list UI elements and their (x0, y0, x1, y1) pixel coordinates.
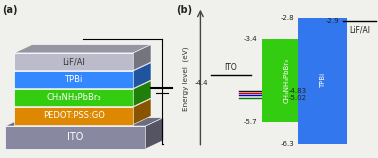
Bar (298, 18, 347, 144)
Polygon shape (14, 63, 151, 71)
Polygon shape (133, 81, 151, 106)
Polygon shape (146, 118, 163, 149)
Text: LiF/Al: LiF/Al (62, 57, 85, 66)
Polygon shape (14, 81, 151, 89)
Text: (a): (a) (2, 5, 17, 15)
Polygon shape (133, 99, 151, 125)
Text: TPBi: TPBi (65, 75, 83, 84)
Text: -3.4: -3.4 (244, 36, 257, 42)
Text: TPBi: TPBi (320, 73, 326, 88)
Text: -6.3: -6.3 (280, 141, 294, 147)
Text: LiF/Al: LiF/Al (349, 26, 370, 35)
Text: (b): (b) (176, 5, 192, 15)
Text: CH₃NH₃PbBr₃: CH₃NH₃PbBr₃ (283, 58, 289, 103)
Polygon shape (14, 53, 133, 70)
Polygon shape (14, 89, 133, 106)
Text: ITO: ITO (225, 63, 237, 72)
Text: Energy level  (eV): Energy level (eV) (183, 47, 189, 111)
Polygon shape (14, 107, 133, 125)
Text: -2.8: -2.8 (281, 15, 294, 21)
Polygon shape (14, 99, 151, 107)
Polygon shape (14, 45, 151, 53)
Text: -4.4: -4.4 (195, 80, 209, 86)
Polygon shape (5, 126, 146, 149)
Text: -5.02: -5.02 (288, 95, 306, 101)
Text: ITO: ITO (67, 132, 84, 142)
Text: -5.7: -5.7 (244, 119, 257, 125)
Polygon shape (14, 71, 133, 88)
Text: -2.9: -2.9 (325, 18, 339, 24)
Polygon shape (5, 118, 163, 126)
Text: CH₃NH₃PbBr₃: CH₃NH₃PbBr₃ (46, 93, 101, 102)
Text: PEDOT:PSS:GO: PEDOT:PSS:GO (43, 111, 105, 120)
Polygon shape (133, 45, 151, 70)
Bar (262, 39, 311, 122)
Text: -4.83: -4.83 (288, 88, 306, 94)
Polygon shape (133, 63, 151, 88)
